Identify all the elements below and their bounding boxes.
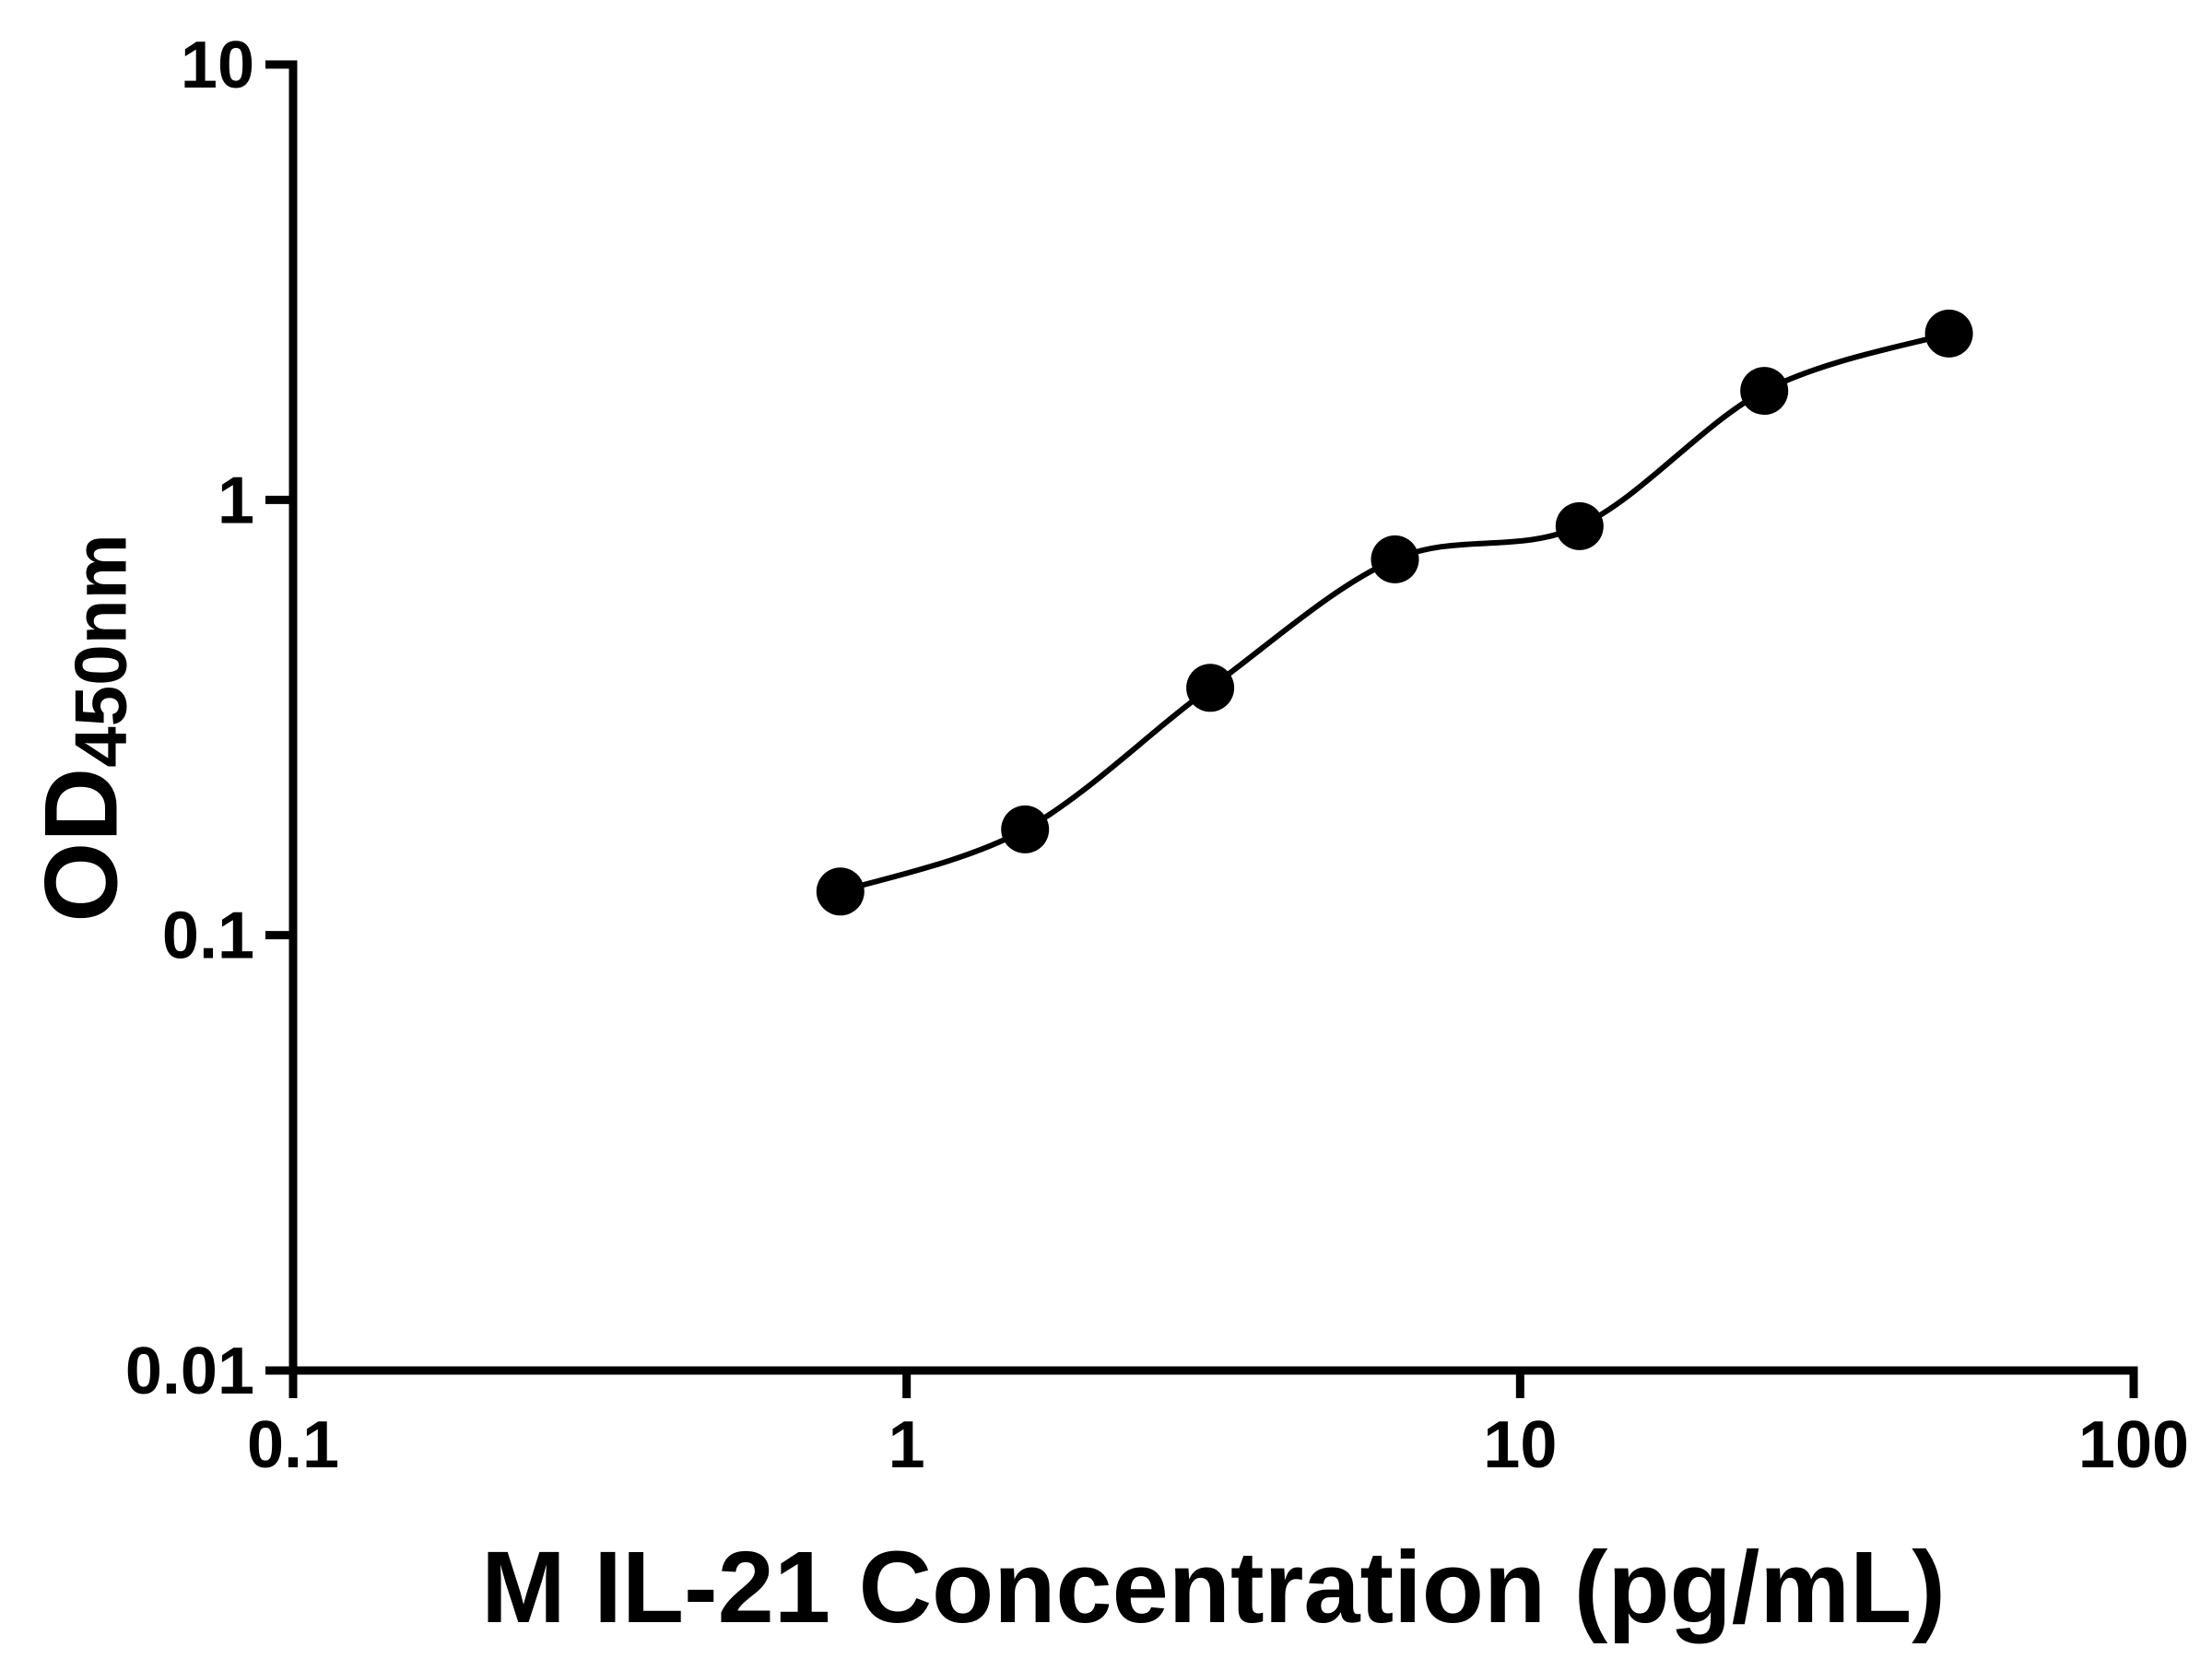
x-tick-label: 1 — [888, 1408, 925, 1482]
data-point — [1924, 309, 1973, 358]
data-point — [1186, 664, 1235, 712]
y-tick-label: 10 — [181, 29, 254, 102]
x-tick-label: 100 — [2078, 1408, 2189, 1482]
x-tick-label: 0.1 — [247, 1408, 339, 1482]
fit-curve — [839, 331, 1950, 895]
data-point — [1371, 535, 1419, 583]
data-point — [1001, 805, 1050, 853]
y-tick-label: 0.1 — [162, 900, 254, 973]
x-axis-title: M IL-21 Concentration (pg/mL) — [481, 1531, 1946, 1644]
y-tick-label: 0.01 — [125, 1335, 254, 1408]
x-tick-label: 10 — [1483, 1408, 1557, 1482]
y-axis-title-subscript: 450nm — [59, 534, 142, 768]
data-point — [1555, 501, 1604, 550]
data-point — [816, 867, 865, 916]
y-tick-label: 1 — [218, 464, 254, 537]
y-axis-title-text: OD — [23, 767, 139, 923]
y-axis-title: OD 450nm — [22, 534, 142, 923]
data-point — [1740, 367, 1789, 416]
